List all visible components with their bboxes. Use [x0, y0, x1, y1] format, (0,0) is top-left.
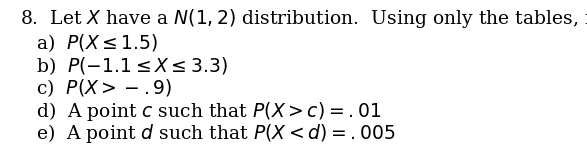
Text: 8.  Let $X$ have a $N(1, 2)$ distribution.  Using only the tables, find:: 8. Let $X$ have a $N(1, 2)$ distribution…: [20, 7, 587, 30]
Text: d)  A point $c$ such that $P(X > c) = .01$: d) A point $c$ such that $P(X > c) = .01…: [36, 99, 382, 123]
Text: a)  $P(X \leq 1.5)$: a) $P(X \leq 1.5)$: [36, 33, 158, 54]
Text: b)  $P(-1.1 \leq X \leq 3.3)$: b) $P(-1.1 \leq X \leq 3.3)$: [36, 55, 228, 77]
Text: e)  A point $d$ such that $P(X < d) = .005$: e) A point $d$ such that $P(X < d) = .00…: [36, 122, 396, 145]
Text: c)  $P(X > -.9)$: c) $P(X > -.9)$: [36, 78, 173, 99]
